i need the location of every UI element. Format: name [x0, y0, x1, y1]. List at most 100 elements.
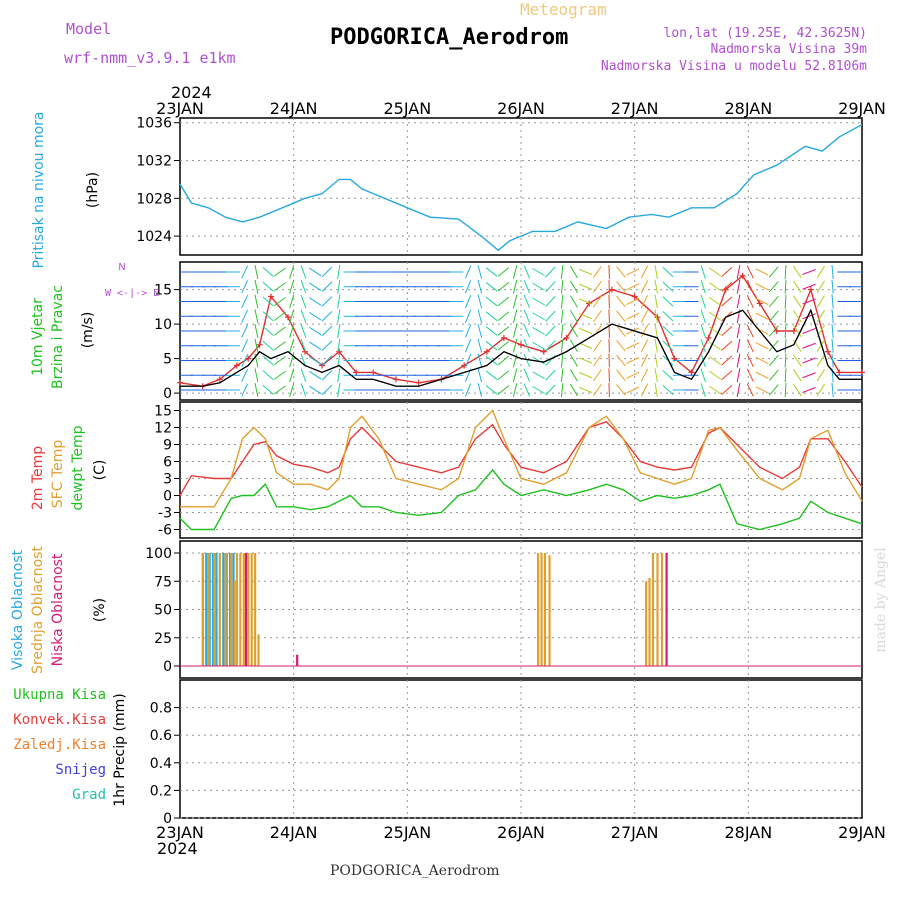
wind-arrow: [300, 309, 307, 323]
wind-arrow: [321, 296, 333, 307]
wind-arrow: [309, 371, 322, 380]
wind-arrow: [523, 265, 531, 279]
wind-arrow: [616, 339, 626, 352]
wind-arrow: [262, 296, 274, 307]
precip-snow-label: Snijeg: [55, 762, 106, 778]
page-title: PODGORICA_Aerodrom: [330, 25, 568, 50]
cloudiness-mid_cloud-bar: [224, 553, 227, 666]
year-top: 2024: [171, 83, 212, 102]
wind-arrow: [560, 323, 564, 339]
wind-arrow: [532, 341, 545, 350]
wind-arrow: [477, 383, 483, 397]
wind-arrow: [721, 296, 733, 307]
wind-arrow: [700, 383, 706, 397]
wind-arrow: [654, 338, 658, 353]
temperature-ytick-label: 15: [154, 404, 172, 420]
wind-arrow: [755, 312, 769, 320]
wind-arrow: [545, 325, 556, 337]
wind-arrow: [532, 356, 545, 365]
wind-unit: (m/s): [80, 312, 96, 349]
wind-arrow: [309, 356, 322, 365]
wind-speed-line: [180, 308, 862, 387]
temperature-ytick-label: 6: [163, 455, 172, 471]
wind-arrow: [512, 279, 518, 294]
bottom-date-label: 27JAN: [611, 823, 659, 842]
wind-arrow: [831, 279, 834, 294]
wind-arrow: [755, 268, 769, 276]
wind-arrow: [512, 353, 518, 368]
wind-arrow: [477, 353, 483, 368]
wind-arrow: [736, 265, 741, 279]
wind-arrow: [626, 356, 640, 365]
cloudiness-ytick-label: 0: [163, 659, 172, 675]
wind-arrow: [736, 324, 741, 338]
top-date-label: 29JAN: [838, 99, 886, 118]
wind-arrow: [337, 294, 341, 309]
pressure-ytick-label: 1032: [136, 154, 172, 170]
wind-arrow: [792, 280, 802, 293]
wind-panel: 0 5 10 15: [154, 261, 865, 402]
wind-arrow: [662, 340, 674, 351]
wind-arrow: [560, 353, 564, 368]
wind-arrow: [593, 310, 602, 323]
wind-arrow: [831, 294, 834, 309]
temp-unit: (C): [92, 460, 108, 481]
top-date-label: 24JAN: [270, 99, 318, 118]
wind-arrow: [309, 385, 322, 395]
wind-arrow: [569, 368, 578, 382]
wind-arrow: [477, 324, 483, 338]
wind-arrow: [569, 295, 578, 308]
wind-arrow: [662, 325, 674, 337]
temperature-ytick-label: 3: [163, 472, 172, 488]
wind-arrow: [569, 280, 578, 294]
wind-arrow: [640, 368, 649, 382]
wind-arrow: [831, 353, 834, 368]
wind-arrow: [784, 323, 787, 339]
wind-arrow: [616, 325, 626, 337]
compass-icon: W <-|-> E: [105, 288, 159, 299]
cloudiness-mid_cloud-bar: [218, 553, 221, 666]
wind-arrow: [560, 338, 564, 353]
wind-arrow: [241, 324, 249, 338]
wind-arrow: [321, 266, 333, 278]
cloudiness-high_cloud-bar: [215, 553, 218, 666]
wind-arrow: [523, 309, 531, 323]
wind-arrow: [802, 342, 816, 349]
cloudiness-high_cloud-bar: [208, 553, 211, 666]
wind-arrow: [241, 353, 249, 368]
wind-arrow: [523, 383, 531, 397]
precipitation-panel: 0 0.2 0.4 0.6 0.8: [150, 679, 863, 827]
cloudiness-mid_cloud-bar: [548, 555, 551, 666]
cloudiness-low_cloud-bar: [244, 553, 248, 666]
wind-arrow: [300, 294, 307, 309]
wind-arrow: [497, 281, 510, 292]
wind-arrow: [545, 310, 556, 322]
wind-arrow: [816, 354, 825, 367]
pressure-frame: [179, 117, 863, 256]
wind-arrow: [626, 342, 640, 350]
wind-arrow: [465, 383, 472, 397]
wind-arrow: [816, 339, 825, 352]
wind-arrow: [662, 281, 674, 292]
wind-arrow: [523, 368, 531, 382]
wind-arrow: [654, 309, 658, 324]
wind-arrow: [523, 339, 531, 353]
wind-arrow: [262, 340, 274, 351]
bottom-date-axis: 23JAN 24JAN 25JAN 26JAN 27JAN 28JAN 29JAN: [156, 823, 886, 842]
wind-arrow: [640, 265, 649, 279]
compass-north-label: N: [118, 262, 125, 273]
wind-arrow: [700, 338, 706, 353]
pressure-panel: 1024 1028 1032 1036: [136, 116, 863, 256]
wind-ytick-label: 10: [154, 317, 172, 333]
wind-arrow: [477, 309, 483, 324]
wind-arrow: [784, 264, 787, 280]
wind-arrow: [640, 324, 649, 338]
wind-arrow: [654, 294, 658, 309]
wind-arrow: [532, 371, 545, 380]
wind-arrow: [784, 294, 787, 309]
wind-arrow: [616, 384, 626, 396]
cloudiness-ytick-label: 75: [154, 574, 172, 590]
wind-arrow: [578, 342, 593, 349]
wind-arrow: [640, 339, 649, 353]
